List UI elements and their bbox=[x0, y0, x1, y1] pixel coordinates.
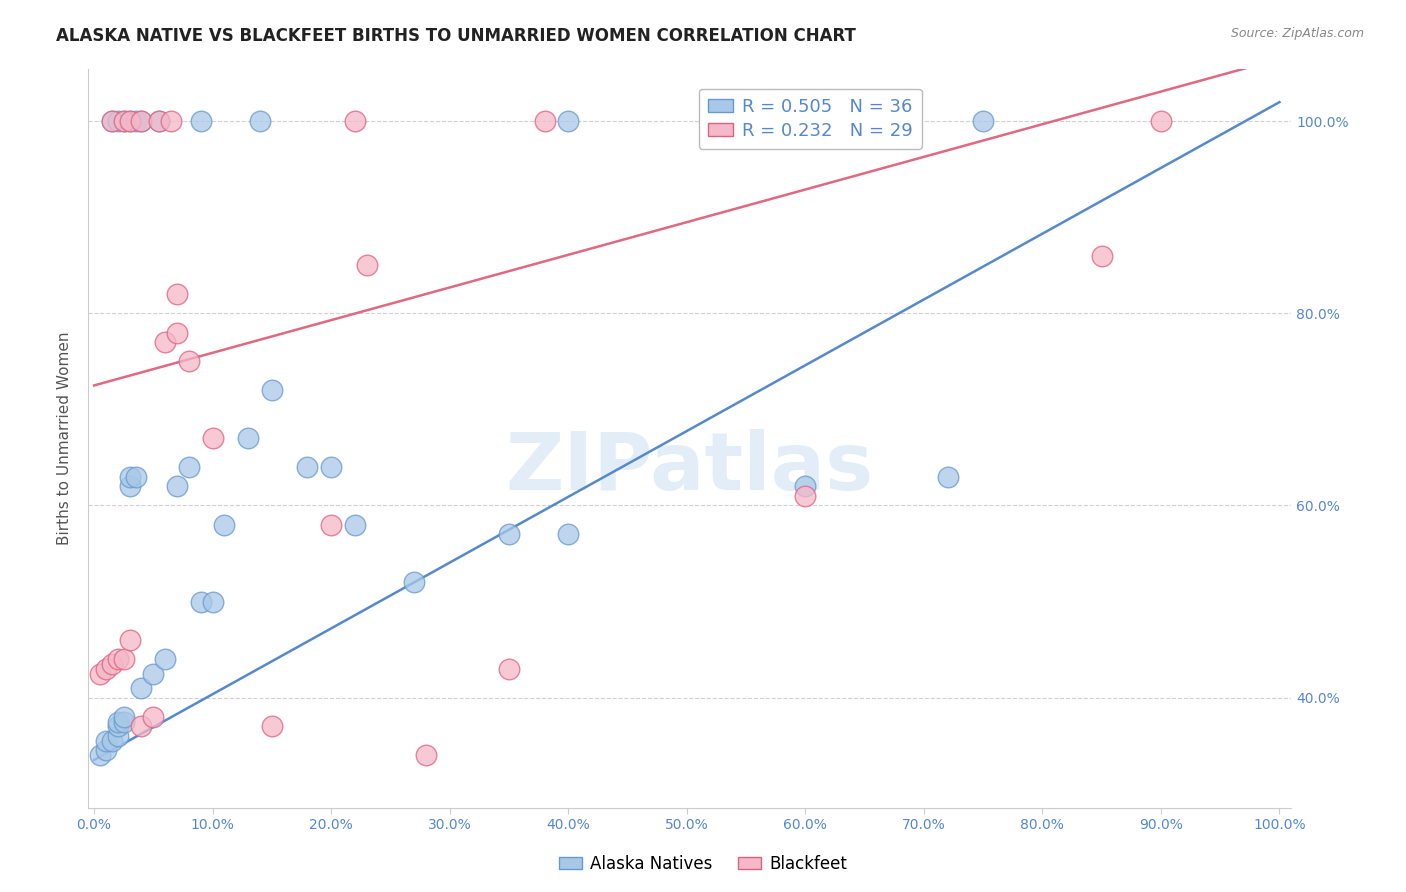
Point bbox=[107, 729, 129, 743]
Point bbox=[124, 469, 146, 483]
Point bbox=[112, 710, 135, 724]
Point bbox=[415, 748, 437, 763]
Point bbox=[94, 743, 117, 757]
Point bbox=[107, 114, 129, 128]
Point bbox=[1150, 114, 1173, 128]
Point bbox=[112, 114, 135, 128]
Point bbox=[498, 527, 520, 541]
Point bbox=[148, 114, 170, 128]
Point bbox=[794, 489, 817, 503]
Point bbox=[89, 666, 111, 681]
Point bbox=[94, 662, 117, 676]
Point bbox=[118, 114, 141, 128]
Point bbox=[118, 469, 141, 483]
Legend: Alaska Natives, Blackfeet: Alaska Natives, Blackfeet bbox=[553, 848, 853, 880]
Point bbox=[166, 287, 188, 301]
Point bbox=[131, 114, 153, 128]
Text: ZIPatlas: ZIPatlas bbox=[506, 429, 875, 507]
Point bbox=[936, 469, 959, 483]
Legend: R = 0.505   N = 36, R = 0.232   N = 29: R = 0.505 N = 36, R = 0.232 N = 29 bbox=[699, 88, 921, 149]
Point bbox=[201, 594, 224, 608]
Point bbox=[101, 733, 124, 747]
Point bbox=[166, 326, 188, 340]
Point bbox=[177, 460, 200, 475]
Point bbox=[94, 733, 117, 747]
Point bbox=[101, 657, 124, 671]
Point bbox=[107, 719, 129, 733]
Point bbox=[153, 335, 176, 350]
Point bbox=[214, 517, 236, 532]
Point bbox=[260, 383, 283, 397]
Point bbox=[498, 662, 520, 676]
Point bbox=[190, 594, 212, 608]
Point bbox=[190, 114, 212, 128]
Point bbox=[112, 114, 135, 128]
Point bbox=[297, 460, 319, 475]
Point bbox=[107, 652, 129, 666]
Point bbox=[131, 114, 153, 128]
Point bbox=[124, 114, 146, 128]
Point bbox=[101, 114, 124, 128]
Point bbox=[118, 479, 141, 493]
Point bbox=[153, 652, 176, 666]
Point bbox=[343, 114, 366, 128]
Point bbox=[794, 479, 817, 493]
Text: Source: ZipAtlas.com: Source: ZipAtlas.com bbox=[1230, 27, 1364, 40]
Point bbox=[166, 479, 188, 493]
Point bbox=[131, 719, 153, 733]
Point bbox=[972, 114, 994, 128]
Point bbox=[142, 666, 165, 681]
Point bbox=[101, 114, 124, 128]
Point bbox=[238, 431, 260, 445]
Point bbox=[89, 748, 111, 763]
Point bbox=[260, 719, 283, 733]
Point bbox=[131, 681, 153, 695]
Text: ALASKA NATIVE VS BLACKFEET BIRTHS TO UNMARRIED WOMEN CORRELATION CHART: ALASKA NATIVE VS BLACKFEET BIRTHS TO UNM… bbox=[56, 27, 856, 45]
Point bbox=[557, 114, 579, 128]
Point bbox=[142, 710, 165, 724]
Point bbox=[794, 114, 817, 128]
Point bbox=[249, 114, 271, 128]
Y-axis label: Births to Unmarried Women: Births to Unmarried Women bbox=[58, 332, 72, 545]
Point bbox=[177, 354, 200, 368]
Point bbox=[107, 714, 129, 729]
Point bbox=[160, 114, 183, 128]
Point bbox=[118, 114, 141, 128]
Point bbox=[118, 632, 141, 647]
Point bbox=[356, 259, 378, 273]
Point bbox=[112, 652, 135, 666]
Point bbox=[321, 460, 343, 475]
Point bbox=[1091, 249, 1114, 263]
Point bbox=[148, 114, 170, 128]
Point bbox=[533, 114, 555, 128]
Point bbox=[201, 431, 224, 445]
Point bbox=[321, 517, 343, 532]
Point bbox=[343, 517, 366, 532]
Point bbox=[112, 714, 135, 729]
Point bbox=[404, 575, 426, 590]
Point bbox=[557, 527, 579, 541]
